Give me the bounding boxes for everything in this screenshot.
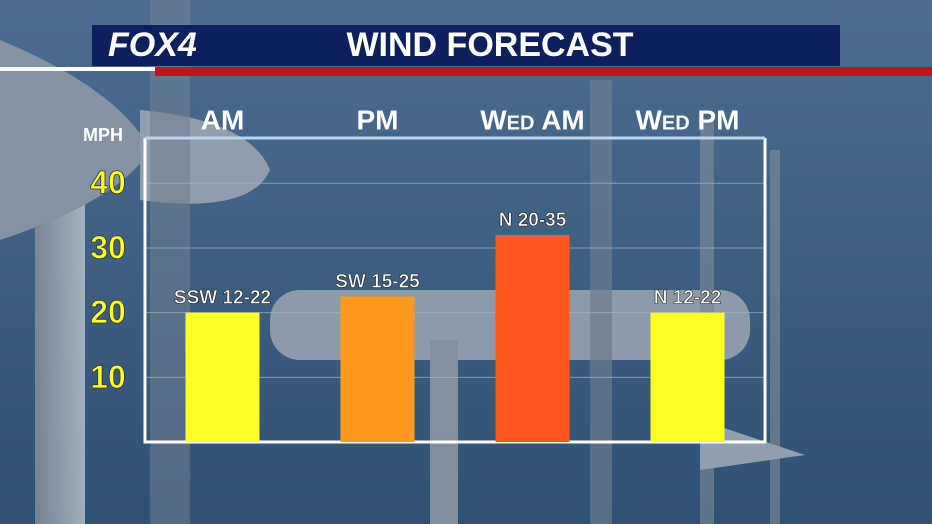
bar-label: SSW 12-22	[174, 288, 271, 309]
title-banner	[92, 25, 840, 66]
x-tick-label: AM	[201, 104, 245, 135]
bar-label: N 12-22	[654, 288, 722, 309]
x-tick-label: Wed AM	[480, 104, 585, 135]
bar-label: N 20-35	[499, 210, 567, 231]
y-tick-label: 40	[90, 165, 126, 201]
y-tick-label: 10	[90, 359, 126, 395]
y-axis-label: MPH	[83, 125, 123, 145]
bar	[650, 312, 725, 442]
bar	[340, 296, 415, 442]
rule	[155, 67, 932, 76]
x-tick-label: Wed PM	[636, 104, 740, 135]
y-tick-label: 30	[90, 229, 126, 265]
chart-title: WIND FORECAST	[346, 26, 633, 64]
axis-frame	[143, 138, 767, 444]
brand: FOX4	[108, 26, 197, 64]
bar-label: SW 15-25	[335, 271, 420, 292]
rule	[0, 67, 155, 71]
x-tick-label: PM	[357, 104, 399, 135]
bar	[185, 312, 260, 442]
y-tick-label: 20	[90, 294, 126, 330]
bar	[495, 235, 570, 442]
